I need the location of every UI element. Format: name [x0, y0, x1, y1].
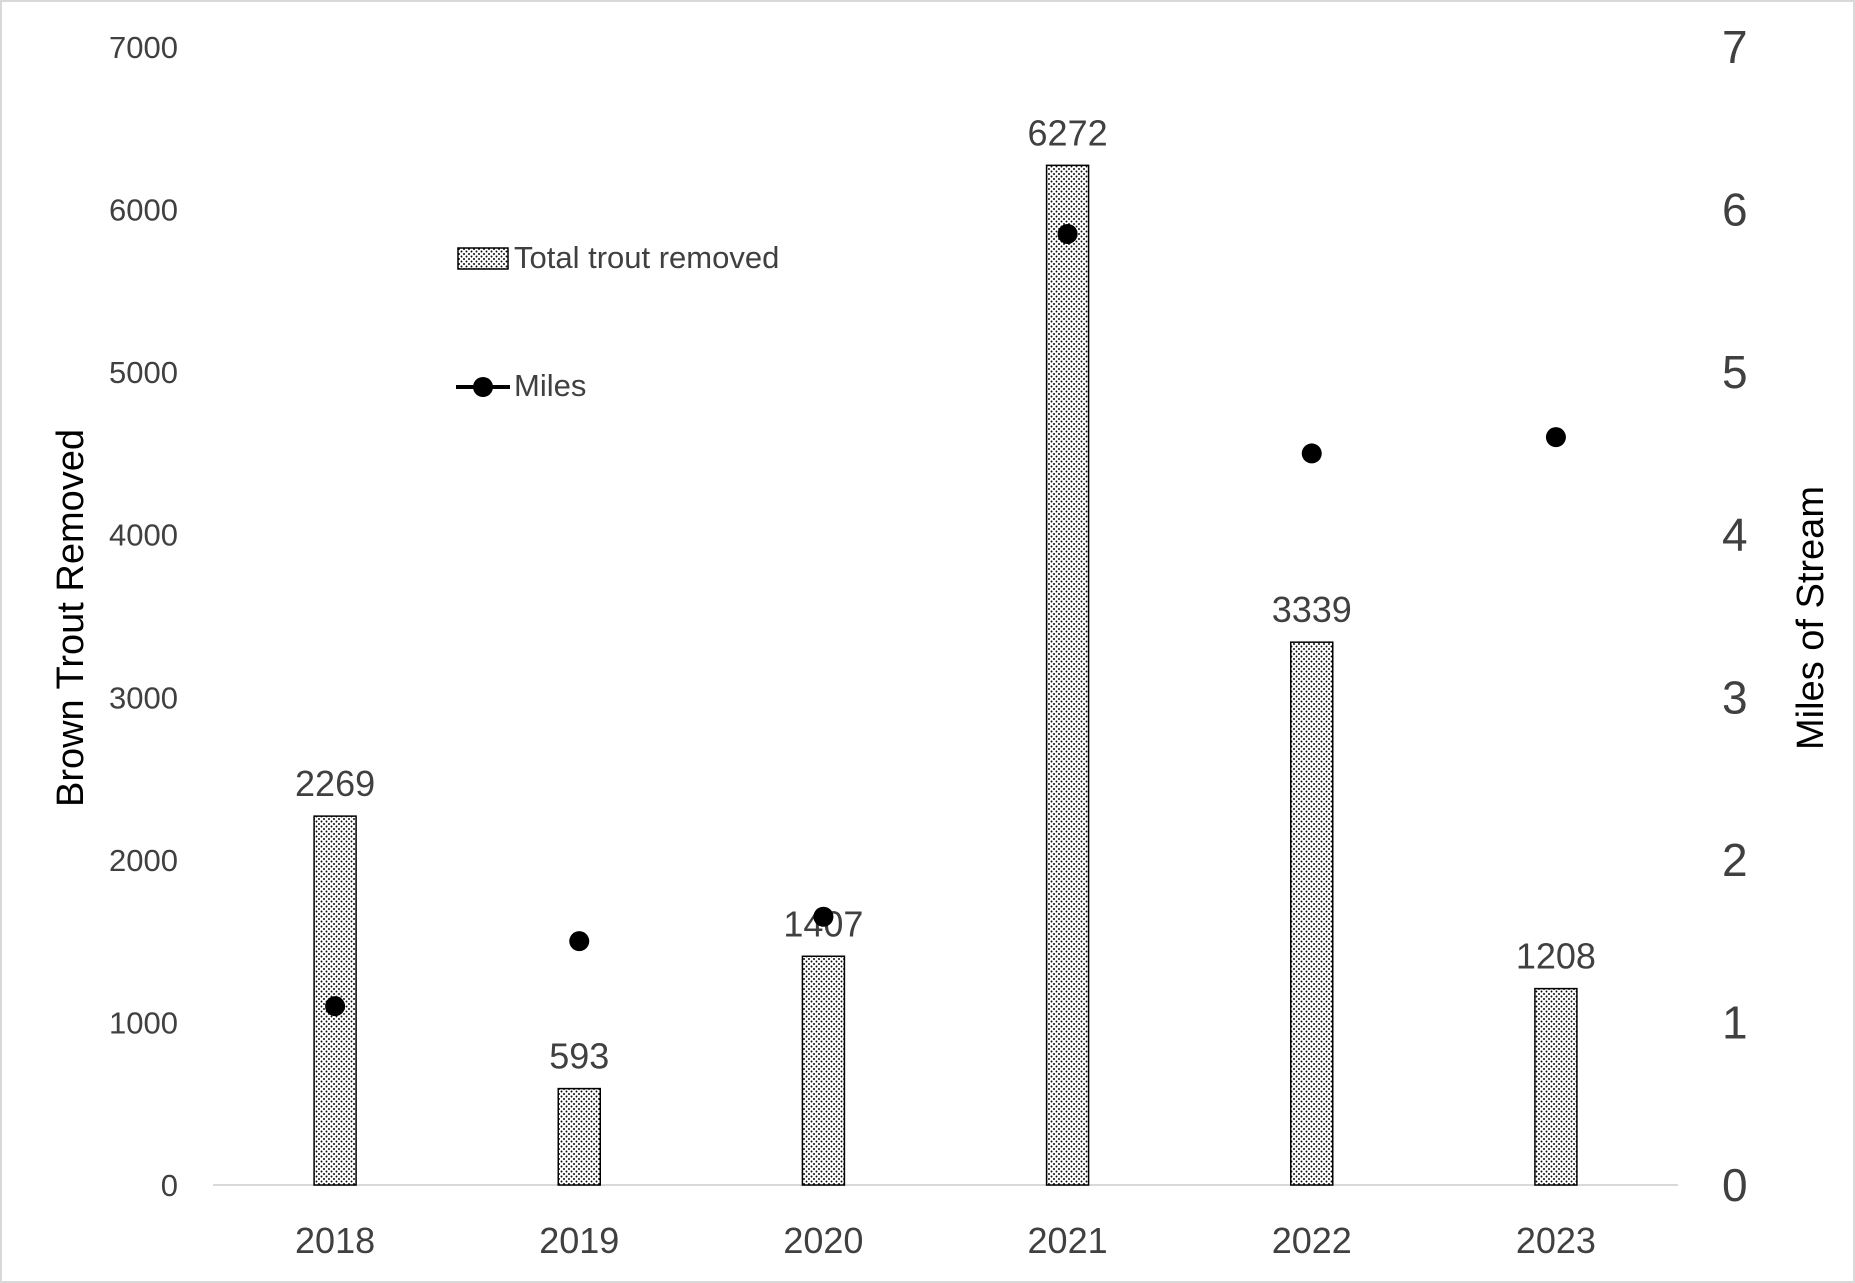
y-right-tick-label: 2: [1722, 834, 1748, 886]
bar-total-trout: [1290, 641, 1334, 1186]
y-left-tick-label: 0: [161, 1168, 178, 1203]
x-tick-label: 2023: [1516, 1220, 1596, 1261]
bar-total-trout: [557, 1087, 601, 1186]
x-tick-label: 2021: [1028, 1220, 1108, 1261]
y-left-tick-label: 1000: [109, 1005, 178, 1040]
y-axis-left-title: Brown Trout Removed: [50, 429, 92, 807]
x-tick-label: 2022: [1272, 1220, 1352, 1261]
y-axis-right-ticks: 0 1 2 3 4 5 6 7: [1722, 21, 1748, 1211]
y-right-tick-label: 1: [1722, 996, 1748, 1048]
y-left-tick-label: 5000: [109, 355, 178, 390]
bar-series: [313, 164, 1578, 1186]
legend: Total trout removed Miles: [456, 240, 779, 403]
x-tick-label: 2019: [539, 1220, 619, 1261]
y-axis-right-title: Miles of Stream: [1790, 486, 1832, 750]
miles-marker: [1301, 443, 1322, 464]
miles-markers: [325, 223, 1566, 1017]
legend-swatch-bar: [457, 247, 509, 270]
miles-marker: [813, 906, 834, 927]
y-right-tick-label: 5: [1722, 346, 1748, 398]
bar-total-trout: [801, 955, 846, 1186]
y-left-tick-label: 3000: [109, 680, 178, 715]
bar-data-labels: 22695931407627233391208: [295, 112, 1596, 1076]
miles-marker: [1545, 427, 1566, 448]
legend-label-total-trout: Total trout removed: [514, 240, 779, 275]
miles-marker: [569, 931, 590, 952]
miles-marker: [1057, 223, 1078, 244]
y-left-tick-label: 2000: [109, 843, 178, 878]
y-axis-left-ticks: 0 1000 2000 3000 4000 5000 6000 7000: [109, 30, 178, 1203]
bar-total-trout: [1045, 164, 1090, 1186]
x-tick-label: 2018: [295, 1220, 375, 1261]
bar-data-label: 2269: [295, 763, 375, 804]
y-right-tick-label: 7: [1722, 21, 1748, 73]
y-left-tick-label: 7000: [109, 30, 178, 65]
x-tick-label: 2020: [783, 1220, 863, 1261]
y-right-tick-label: 3: [1722, 671, 1748, 723]
bar-data-label: 3339: [1272, 589, 1352, 630]
bar-data-label: 1208: [1516, 936, 1596, 977]
miles-marker: [325, 996, 346, 1017]
y-left-tick-label: 6000: [109, 193, 178, 228]
y-right-tick-label: 0: [1722, 1159, 1748, 1211]
y-left-tick-label: 4000: [109, 518, 178, 553]
legend-label-miles: Miles: [514, 368, 586, 403]
y-right-tick-label: 6: [1722, 184, 1748, 236]
x-axis-ticks: 2018 2019 2020 2021 2022 2023: [295, 1220, 1596, 1261]
bar-total-trout: [1534, 987, 1578, 1186]
bar-data-label: 593: [549, 1036, 609, 1077]
y-right-tick-label: 4: [1722, 509, 1748, 561]
legend-swatch-marker: [473, 377, 493, 397]
bar-data-label: 6272: [1028, 112, 1108, 153]
